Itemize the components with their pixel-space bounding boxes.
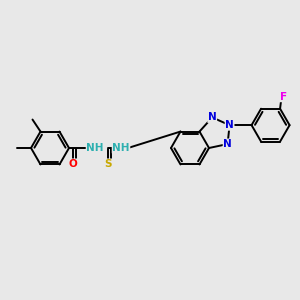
Text: NH: NH [86, 143, 104, 153]
Text: S: S [104, 159, 112, 169]
Text: N: N [225, 120, 234, 130]
Text: N: N [223, 139, 232, 149]
Text: O: O [69, 159, 77, 169]
Text: F: F [280, 92, 286, 102]
Text: NH: NH [112, 143, 130, 153]
Text: N: N [208, 112, 217, 122]
